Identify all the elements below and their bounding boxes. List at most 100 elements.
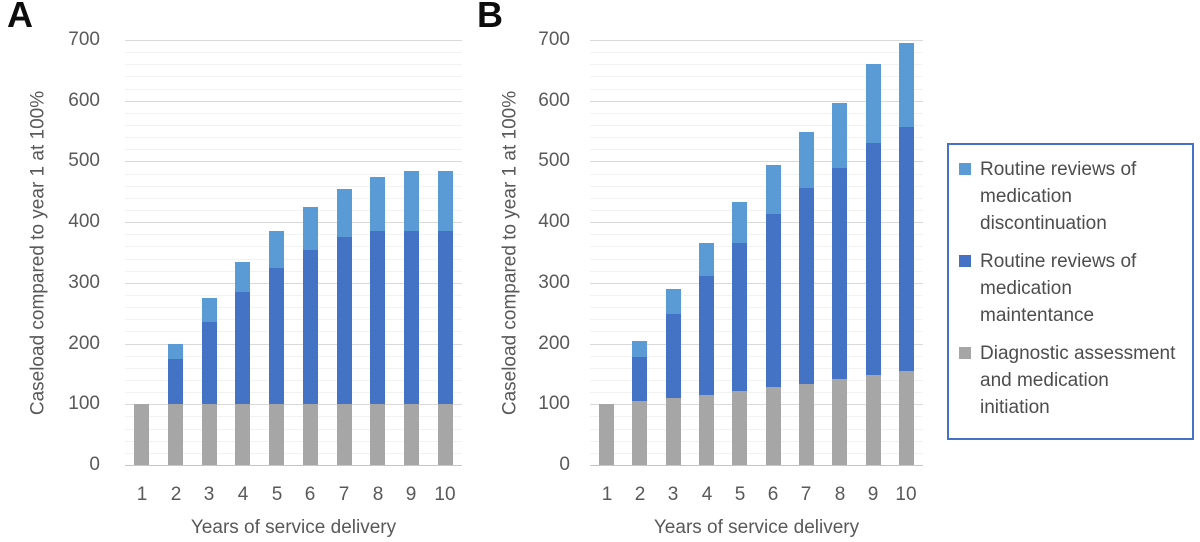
bar-segment-year-6 [303,404,318,465]
x-tick-label: 2 [634,484,646,505]
bar-segment-year-4 [699,243,714,277]
bar-segment-year-10 [438,404,453,465]
bar-segment-year-8 [370,231,385,405]
minor-gridline [590,295,923,296]
minor-gridline [590,76,923,77]
y-tick-label: 600 [68,90,100,111]
bar-segment-year-6 [766,387,781,465]
minor-gridline [125,429,462,430]
bar-segment-year-5 [269,404,284,465]
y-tick-label: 0 [559,454,570,475]
minor-gridline [125,210,462,211]
minor-gridline [125,356,462,357]
bar-segment-year-10 [899,370,914,465]
y-tick-label: 100 [538,393,570,414]
legend-item-initiation: Diagnostic assessment and medication ini… [959,340,1184,421]
minor-gridline [590,246,923,247]
y-tick-label: 200 [68,333,100,354]
bar-segment-year-9 [404,404,419,465]
legend-item-label: Routine reviews of medication discontinu… [980,159,1137,234]
bar-segment-year-2 [632,356,647,402]
minor-gridline [590,125,923,126]
major-gridline [125,344,462,345]
bar-segment-year-7 [799,383,814,465]
x-tick-label: 6 [767,484,779,505]
x-tick-label: 1 [601,484,613,505]
x-tick-label: 4 [701,484,713,505]
bar-segment-year-8 [370,404,385,465]
x-axis-line [590,465,923,466]
x-axis-title: Years of service delivery [190,517,397,538]
minor-gridline [125,89,462,90]
bar-segment-year-7 [337,237,352,405]
bar-segment-year-7 [799,188,814,384]
legend: Routine reviews of medication discontinu… [947,143,1194,440]
bar-segment-year-3 [202,404,217,465]
minor-gridline [125,149,462,150]
bar-segment-year-8 [832,168,847,380]
x-tick-label: 9 [867,484,879,505]
minor-gridline [125,453,462,454]
minor-gridline [125,234,462,235]
minor-gridline [590,271,923,272]
x-tick-label: 4 [237,484,249,505]
bar-segment-year-3 [202,298,217,323]
minor-gridline [590,113,923,114]
bar-segment-year-6 [303,249,318,405]
bar-segment-year-1 [134,404,149,465]
minor-gridline [125,368,462,369]
legend-item-label: Diagnostic assessment and medication ini… [980,343,1176,418]
y-tick-label: 700 [68,29,100,50]
major-gridline [125,161,462,162]
major-gridline [125,283,462,284]
minor-gridline [590,186,923,187]
bar-segment-year-3 [202,322,217,405]
minor-gridline [125,331,462,332]
minor-gridline [590,441,923,442]
bar-segment-year-10 [438,231,453,405]
minor-gridline [125,307,462,308]
bar-segment-year-5 [732,202,747,243]
minor-gridline [590,174,923,175]
minor-gridline [125,125,462,126]
minor-gridline [125,246,462,247]
x-tick-label: 5 [734,484,746,505]
bar-segment-year-4 [699,394,714,465]
minor-gridline [125,271,462,272]
bar-segment-year-10 [899,43,914,127]
bar-segment-year-5 [269,267,284,405]
major-gridline [590,283,923,284]
bar-segment-year-9 [404,170,419,232]
minor-gridline [590,429,923,430]
maintenance-swatch-icon [959,255,971,267]
minor-gridline [125,380,462,381]
bar-segment-year-6 [766,213,781,388]
y-tick-label: 200 [538,333,570,354]
minor-gridline [125,76,462,77]
minor-gridline [125,441,462,442]
bar-segment-year-5 [269,231,284,268]
legend-item-maintenance: Routine reviews of medication maintentan… [959,248,1184,329]
bar-segment-year-2 [632,401,647,466]
minor-gridline [125,174,462,175]
x-axis-title: Years of service delivery [653,517,860,538]
y-tick-label: 300 [538,272,570,293]
x-tick-label: 3 [203,484,215,505]
y-tick-label: 500 [68,150,100,171]
bar-segment-year-5 [732,242,747,391]
minor-gridline [125,295,462,296]
y-tick-label: 400 [538,211,570,232]
minor-gridline [590,210,923,211]
minor-gridline [590,198,923,199]
bar-segment-year-2 [632,341,647,357]
x-axis-line [125,465,462,466]
bar-segment-year-2 [168,343,183,359]
minor-gridline [590,331,923,332]
bar-segment-year-9 [404,231,419,405]
x-tick-label: 9 [405,484,417,505]
minor-gridline [125,319,462,320]
y-tick-label: 0 [89,454,100,475]
